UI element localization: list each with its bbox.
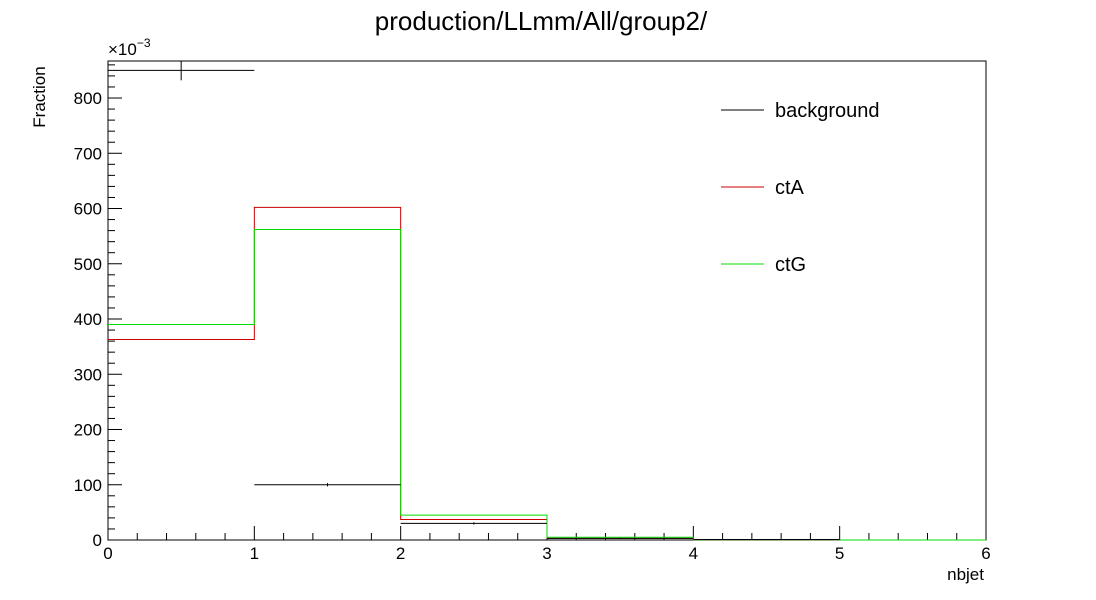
x-tick-label: 4 bbox=[689, 544, 698, 563]
x-tick-label: 5 bbox=[835, 544, 844, 563]
series-layer bbox=[108, 61, 986, 541]
y-tick-label: 200 bbox=[74, 421, 102, 440]
legend-label-ctA: ctA bbox=[775, 177, 805, 199]
series-ctG-outline bbox=[108, 229, 986, 541]
y-tick-label: 800 bbox=[74, 89, 102, 108]
legend-label-ctG: ctG bbox=[775, 254, 806, 276]
y-tick-label: 100 bbox=[74, 476, 102, 495]
y-axis-label: Fraction bbox=[30, 66, 49, 127]
series-ctA bbox=[108, 206, 986, 541]
plot-frame bbox=[107, 60, 987, 541]
axes: 0 1 2 3 4 5 6 0 100 200 300 400 500 600 700 800 bbox=[74, 64, 991, 563]
y-tick-label: 300 bbox=[74, 365, 102, 384]
series-ctA-outline bbox=[108, 206, 986, 541]
x-tick-label: 1 bbox=[250, 544, 259, 563]
y-exponent-power: −3 bbox=[137, 36, 151, 50]
y-exponent-base: ×10 bbox=[108, 40, 137, 59]
x-tick-label: 6 bbox=[981, 544, 990, 563]
x-axis-label: nbjet bbox=[947, 565, 984, 584]
series-background bbox=[108, 61, 840, 540]
chart-title: production/LLmm/All/group2/ bbox=[375, 6, 708, 36]
y-tick-label: 400 bbox=[74, 310, 102, 329]
x-tick-label: 2 bbox=[396, 544, 405, 563]
legend-label-background: background bbox=[775, 100, 880, 122]
series-ctG bbox=[108, 229, 986, 541]
x-tick-label: 0 bbox=[103, 544, 112, 563]
y-tick-label: 700 bbox=[74, 144, 102, 163]
y-exponent: ×10−3 bbox=[108, 36, 151, 59]
y-tick-label: 600 bbox=[74, 200, 102, 219]
y-tick-label: 500 bbox=[74, 255, 102, 274]
legend: background ctA ctG bbox=[721, 100, 880, 276]
x-tick-label: 3 bbox=[542, 544, 551, 563]
y-tick-label: 0 bbox=[93, 531, 102, 550]
